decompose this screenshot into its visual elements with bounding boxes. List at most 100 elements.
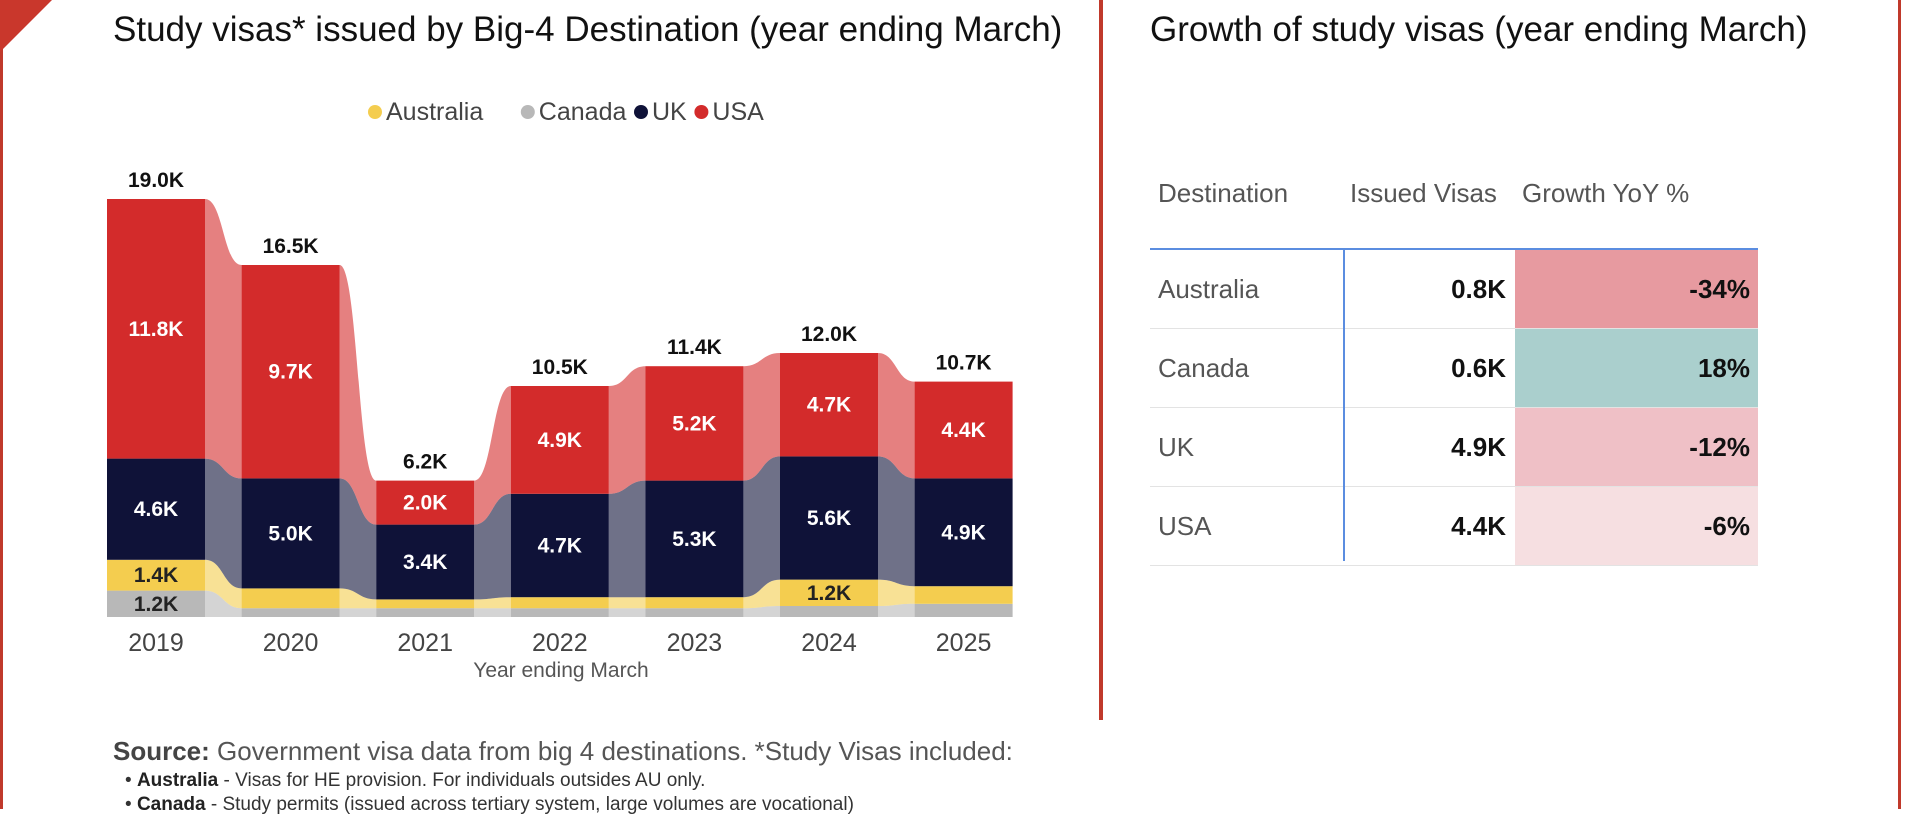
- x-tick-label: 2019: [128, 629, 184, 657]
- legend-label: Australia: [386, 98, 483, 126]
- row-growth-cell: 18%: [1515, 329, 1758, 407]
- table-row: USA 4.4K -6%: [1150, 487, 1758, 566]
- x-tick-label: 2021: [397, 629, 453, 657]
- row-growth-cell: -34%: [1515, 250, 1758, 328]
- ribbon-canada: [743, 606, 780, 617]
- bar-segment-canada-2022: [510, 608, 609, 617]
- segment-label: 4.9K: [941, 521, 985, 544]
- bar-segment-uk-2020: [241, 478, 340, 589]
- x-axis: 2019 2020 2021 2022 2023 2024 2025 Year ending …: [128, 629, 991, 682]
- ribbon-uk: [743, 456, 780, 598]
- total-label: 12.0K: [801, 323, 857, 346]
- bar-segment-uk-2025: [914, 478, 1013, 587]
- ribbon-uk: [339, 478, 377, 600]
- row-issued-visas: 0.6K: [1451, 353, 1506, 383]
- bar-segment-canada-2023: [645, 608, 744, 617]
- panel-divider: [1099, 0, 1103, 720]
- table-column-divider: [1343, 248, 1345, 561]
- total-label: 19.0K: [128, 169, 184, 192]
- bar-segment-uk-2021: [376, 524, 475, 600]
- bar-segment-uk-2022: [510, 493, 609, 598]
- ribbon-australia: [474, 597, 511, 609]
- table-header: Destination Issued Visas Growth YoY %: [1150, 160, 1758, 250]
- total-label: 10.7K: [936, 352, 992, 375]
- segment-label: 5.3K: [672, 528, 716, 551]
- ribbon-uk: [474, 493, 511, 600]
- bar-segments: [107, 199, 1013, 617]
- legend-marker-uk: [634, 105, 648, 119]
- ribbon-australia: [608, 597, 646, 609]
- ribbon-australia: [878, 579, 915, 606]
- note-label: Australia: [136, 770, 219, 791]
- data-labels: 1.2K 1.4K 4.6K 11.8K 5.0K 9.7K 2.0K 3.4K 4.7K 4.9…: [128, 169, 992, 616]
- header-growth-yoy: Growth YoY %: [1522, 178, 1690, 208]
- segment-label: 11.8K: [129, 318, 184, 341]
- ribbon-uk: [205, 458, 242, 589]
- ribbon-usa: [205, 199, 242, 479]
- segment-label: 4.7K: [807, 394, 851, 417]
- stacked-bar-chart: Australia Canada UK USA 1.2K 1.4K 4.6K 11.8K 5.…: [107, 98, 1013, 682]
- row-issued-visas: 4.4K: [1451, 511, 1506, 541]
- ribbon-canada: [878, 603, 915, 617]
- bar-segment-australia-2022: [510, 597, 609, 609]
- segment-label: 2.0K: [403, 492, 447, 515]
- bar-segment-usa-2020: [241, 265, 340, 479]
- bar-segment-canada-2024: [780, 606, 878, 617]
- bar-segment-usa-2022: [510, 386, 609, 494]
- table-title: Growth of study visas (year ending March…: [1150, 10, 1808, 49]
- legend-marker-usa: [694, 105, 709, 119]
- total-label: 16.5K: [263, 235, 319, 258]
- ribbon-canada: [474, 608, 511, 617]
- flow-ribbons: [205, 199, 915, 617]
- legend-marker-australia: [368, 105, 382, 119]
- row-growth-value: 18%: [1697, 353, 1750, 383]
- x-axis-label: Year ending March: [473, 659, 649, 682]
- segment-label: 5.2K: [672, 412, 716, 435]
- segment-label: 4.9K: [538, 429, 582, 452]
- ribbon-usa: [608, 366, 646, 494]
- legend-label: UK: [652, 98, 687, 126]
- chart-legend: Australia Canada UK USA: [368, 98, 764, 126]
- x-tick-label: 2022: [532, 629, 588, 657]
- note-text: - Study permits (issued across tertiary …: [210, 794, 854, 815]
- segment-label: 1.4K: [134, 564, 178, 587]
- note-label: Canada: [136, 794, 206, 815]
- bar-segment-canada-2019: [107, 590, 205, 617]
- row-growth-value: -34%: [1689, 274, 1750, 304]
- table-row: Canada 0.6K 18%: [1150, 329, 1758, 408]
- segment-label: 4.7K: [538, 535, 582, 558]
- bar-segment-usa-2021: [376, 480, 475, 525]
- bar-segment-canada-2021: [376, 608, 475, 617]
- ribbon-usa: [743, 353, 780, 481]
- corner-accent: [0, 0, 52, 52]
- source-note: Source: Government visa data from big 4 …: [113, 736, 1013, 767]
- ribbon-usa: [878, 353, 915, 479]
- segment-label: 3.4K: [403, 551, 447, 574]
- total-label: 6.2K: [403, 451, 447, 474]
- source-label: Source:: [113, 736, 210, 766]
- chart-title: Study visas* issued by Big-4 Destination…: [113, 10, 1063, 49]
- row-growth-cell: -12%: [1515, 408, 1758, 486]
- row-destination: UK: [1158, 432, 1195, 462]
- legend-label: Canada: [539, 98, 627, 126]
- ribbon-usa: [474, 386, 511, 525]
- legend-marker-canada: [520, 105, 535, 119]
- segment-label: 1.2K: [134, 593, 178, 616]
- note-text: - Visas for HE provision. For individual…: [223, 770, 706, 791]
- source-note-item: • Canada - Study permits (issued across …: [125, 794, 854, 815]
- right-frame-line: [1898, 0, 1901, 809]
- bar-segment-uk-2019: [107, 458, 205, 560]
- row-destination: USA: [1158, 511, 1212, 541]
- bar-segment-australia-2019: [107, 559, 205, 591]
- legend-label: USA: [712, 98, 764, 126]
- x-tick-label: 2024: [801, 629, 857, 657]
- x-tick-label: 2025: [936, 629, 992, 657]
- segment-label: 1.2K: [807, 582, 851, 605]
- row-issued-visas: 4.9K: [1451, 432, 1506, 462]
- bar-segment-australia-2025: [914, 586, 1013, 604]
- header-destination: Destination: [1158, 178, 1289, 208]
- ribbon-australia: [205, 559, 242, 609]
- bar-segment-australia-2020: [241, 588, 340, 609]
- source-note-item: • Australia - Visas for HE provision. Fo…: [125, 770, 706, 791]
- ribbon-canada: [205, 590, 242, 617]
